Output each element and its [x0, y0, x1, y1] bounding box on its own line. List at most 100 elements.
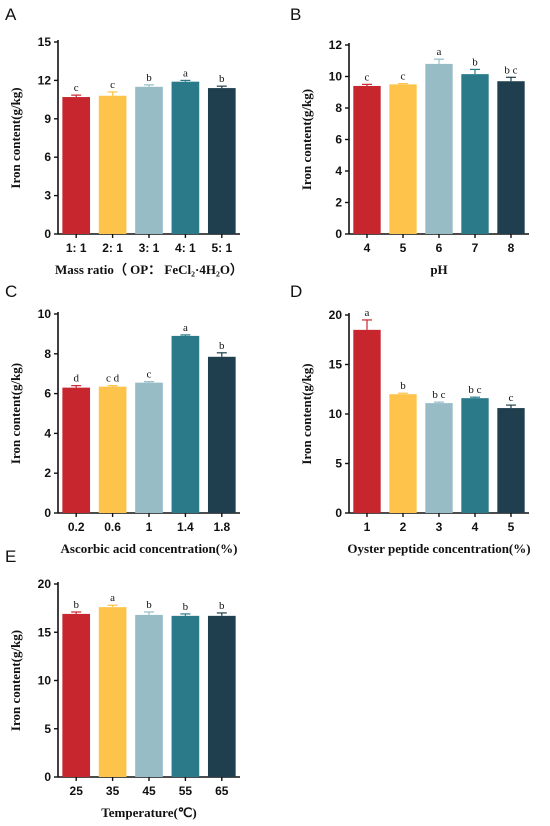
significance-label: b c: [468, 384, 481, 396]
significance-label: d: [73, 373, 79, 385]
bar-b-1: [353, 85, 381, 234]
significance-label: b: [73, 599, 79, 611]
x-tick-label: 1.4: [177, 520, 194, 534]
x-tick-label: 4: 1: [175, 241, 196, 255]
y-tick-label: 10: [38, 674, 52, 688]
significance-label: b c: [504, 64, 517, 76]
bar-c-1: [62, 387, 91, 513]
significance-label: c: [110, 79, 115, 91]
chart-panel-c: C 0 2 4 6 8 10 d 0.2 c d 0.6 c 1 a 1.4 b 1.8 Ascorbic aci…: [5, 282, 240, 556]
y-tick-label: 4: [44, 426, 51, 440]
x-tick-label: 1: [146, 520, 153, 534]
significance-label: b: [146, 72, 152, 84]
significance-label: c: [147, 369, 152, 381]
x-tick-label: 0.2: [68, 520, 85, 534]
panel-letter: C: [5, 282, 17, 301]
bar-d-1: [353, 329, 381, 513]
x-tick-label: 6: [436, 241, 443, 255]
x-tick-label: 1.8: [213, 520, 230, 534]
chart-panel-b: B 0 2 4 6 8 10 12 c 4 c 5 a 6 b 7 b c 8 pH Iron content(g/k…: [290, 5, 529, 277]
y-tick-label: 6: [44, 150, 51, 164]
bar-d-5: [497, 408, 525, 513]
x-axis-title: Ascorbic acid concentration(%): [61, 541, 238, 556]
bar-a-3: [135, 86, 163, 234]
significance-label: c: [74, 82, 79, 94]
significance-label: a: [110, 592, 115, 604]
x-tick-label: 65: [215, 784, 229, 798]
x-tick-label: 4: [364, 241, 371, 255]
y-axis-title: Iron content(g/kg): [299, 363, 314, 464]
y-tick-label: 5: [44, 722, 51, 736]
x-tick-label: 4: [472, 520, 479, 534]
significance-label: b: [472, 56, 478, 68]
y-tick-label: 6: [335, 133, 342, 147]
x-tick-label: 5: 1: [211, 241, 232, 255]
y-tick-label: 3: [44, 189, 51, 203]
x-tick-label: 7: [472, 241, 479, 255]
bar-a-2: [98, 95, 127, 234]
significance-label: b: [146, 599, 152, 611]
x-tick-label: 5: [508, 520, 515, 534]
y-tick-label: 0: [335, 506, 342, 520]
bar-e-3: [135, 614, 163, 777]
bar-e-5: [207, 615, 236, 777]
x-tick-label: 5: [400, 241, 407, 255]
y-axis-title: Iron content(g/kg): [299, 89, 314, 190]
significance-label: b c: [432, 389, 445, 401]
bar-b-5: [497, 81, 525, 234]
significance-label: c: [401, 71, 406, 83]
bar-b-2: [389, 84, 417, 234]
y-tick-label: 12: [38, 73, 52, 87]
significance-label: c: [365, 71, 370, 83]
significance-label: c d: [106, 373, 120, 385]
y-tick-label: 12: [329, 38, 343, 52]
y-tick-label: 10: [38, 307, 52, 321]
y-tick-label: 8: [335, 101, 342, 115]
x-tick-label: 1: 1: [66, 241, 87, 255]
bar-a-4: [171, 81, 200, 235]
y-tick-label: 0: [44, 770, 51, 784]
x-tick-label: 3: [436, 520, 443, 534]
y-tick-label: 8: [44, 347, 51, 361]
y-tick-label: 5: [335, 457, 342, 471]
panel-letter: B: [290, 5, 301, 24]
y-axis-title: Iron content(g/kg): [8, 87, 23, 188]
significance-label: a: [365, 307, 370, 319]
x-tick-label: 2: [400, 520, 407, 534]
x-tick-label: 0.6: [104, 520, 121, 534]
y-tick-label: 9: [44, 112, 51, 126]
y-tick-label: 20: [329, 308, 343, 322]
bar-d-2: [389, 394, 417, 513]
y-tick-label: 2: [335, 196, 342, 210]
x-tick-label: 45: [142, 784, 156, 798]
bar-c-3: [135, 382, 163, 513]
y-tick-label: 15: [38, 35, 52, 49]
y-axis-title: Iron content(g/kg): [8, 630, 23, 731]
y-tick-label: 15: [329, 358, 343, 372]
x-tick-label: 55: [179, 784, 193, 798]
x-tick-label: 35: [106, 784, 120, 798]
y-tick-label: 0: [44, 506, 51, 520]
significance-label: b: [219, 340, 225, 352]
bar-a-5: [207, 88, 236, 234]
x-tick-label: 1: [364, 520, 371, 534]
significance-label: c: [509, 392, 514, 404]
bar-c-2: [98, 386, 127, 513]
x-axis-title: Temperature(℃): [101, 805, 196, 820]
bar-e-1: [62, 613, 91, 777]
significance-label: b: [219, 600, 225, 612]
panel-letter: A: [5, 5, 17, 24]
panel-letter: D: [290, 282, 302, 301]
significance-label: a: [437, 46, 442, 58]
chart-panel-a: A 0 3 6 9 12 15 c 1: 1 c 2: 1 b 3: 1 a 4: 1 b 5: 1 Mass r…: [5, 5, 243, 277]
y-tick-label: 10: [329, 407, 343, 421]
y-tick-label: 4: [335, 164, 342, 178]
x-axis-title: Oyster peptide concentration(%): [347, 541, 530, 556]
bar-a-1: [62, 97, 91, 234]
x-tick-label: 8: [508, 241, 515, 255]
bar-b-4: [461, 74, 489, 234]
y-axis-title: Iron content(g/kg): [8, 363, 23, 464]
y-tick-label: 20: [38, 577, 52, 591]
chart-panel-d: D 0 5 10 15 20 a 1 b 2 b c 3 b c 4 c 5 Oyster peptide co…: [290, 282, 531, 556]
